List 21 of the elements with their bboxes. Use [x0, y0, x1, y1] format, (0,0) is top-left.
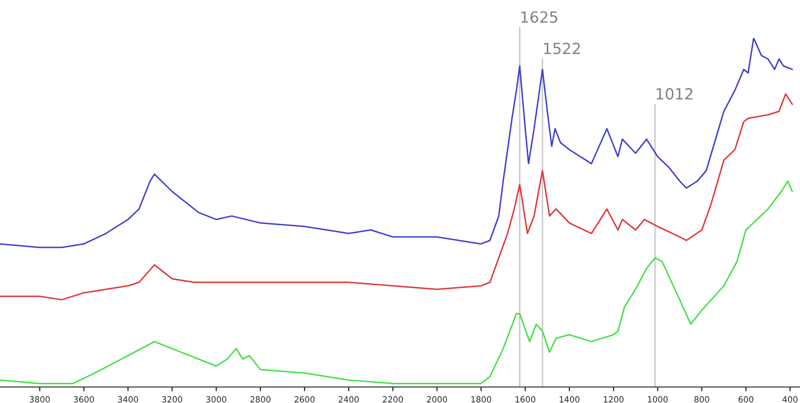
x-tick-label: 3600 [74, 396, 94, 402]
x-tick-label: 1200 [604, 396, 624, 402]
x-tick-label: 600 [738, 396, 754, 402]
x-tick-label: 2600 [294, 396, 315, 402]
x-tick-label: 400 [782, 396, 798, 402]
x-tick-label: 3800 [30, 396, 50, 402]
x-tick-label: 1800 [471, 396, 492, 402]
x-tick-label: 3200 [162, 396, 182, 402]
x-tick-label: 2400 [338, 396, 359, 402]
x-tick-label: 2800 [250, 396, 270, 402]
x-tick-label: 1400 [560, 396, 580, 402]
x-tick-label: 800 [694, 396, 710, 402]
x-tick-label: 3400 [118, 396, 138, 402]
x-tick-label: 1600 [516, 396, 536, 402]
x-tick-label: 3000 [206, 396, 226, 402]
ref-line-label: 1625 [521, 11, 558, 23]
x-tick-label: 2200 [382, 396, 403, 402]
ref-line-label: 1012 [656, 88, 692, 100]
ref-line-label: 1522 [544, 42, 580, 54]
x-tick-label: 1000 [648, 396, 668, 402]
x-tick-label: 2000 [426, 396, 448, 402]
